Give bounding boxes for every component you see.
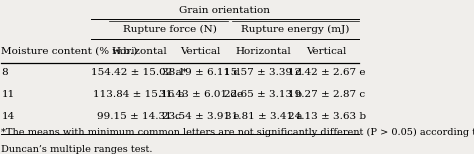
Text: 12.42 ± 2.67 e: 12.42 ± 2.67 e [288, 68, 365, 77]
Text: 31.81 ± 3.41 a: 31.81 ± 3.41 a [225, 111, 302, 121]
Text: Moisture content (% w.b.): Moisture content (% w.b.) [1, 47, 138, 56]
Text: 19.27 ± 2.87 c: 19.27 ± 2.87 c [288, 90, 365, 99]
Text: *The means with minimum common letters are not significantly different (P > 0.05: *The means with minimum common letters a… [1, 128, 474, 137]
Text: 11: 11 [1, 90, 15, 99]
Text: 22.65 ± 3.13 b: 22.65 ± 3.13 b [224, 90, 302, 99]
Text: Horizontal: Horizontal [111, 47, 167, 56]
Text: Duncan’s multiple ranges test.: Duncan’s multiple ranges test. [1, 145, 153, 154]
Text: 15.57 ± 3.39 d: 15.57 ± 3.39 d [224, 68, 302, 77]
Text: Grain orientation: Grain orientation [179, 6, 270, 15]
Text: 99.15 ± 14.31 c: 99.15 ± 14.31 c [97, 111, 181, 121]
Text: Vertical: Vertical [307, 47, 347, 56]
Text: Horizontal: Horizontal [236, 47, 291, 56]
Text: Rupture force (N): Rupture force (N) [123, 25, 217, 34]
Text: Rupture energy (mJ): Rupture energy (mJ) [241, 25, 350, 34]
Text: 38.19 ± 6.11 d: 38.19 ± 6.11 d [162, 68, 240, 77]
Text: 113.84 ± 15.16 b: 113.84 ± 15.16 b [93, 90, 185, 99]
Text: 8: 8 [1, 68, 8, 77]
Text: 154.42 ± 15.02 a*: 154.42 ± 15.02 a* [91, 68, 187, 77]
Text: Vertical: Vertical [181, 47, 221, 56]
Text: 23.54 ± 3.91 e: 23.54 ± 3.91 e [162, 111, 239, 121]
Text: 31.43 ± 6.01 de: 31.43 ± 6.01 de [159, 90, 243, 99]
Text: 14: 14 [1, 111, 15, 121]
Text: 24.13 ± 3.63 b: 24.13 ± 3.63 b [288, 111, 366, 121]
